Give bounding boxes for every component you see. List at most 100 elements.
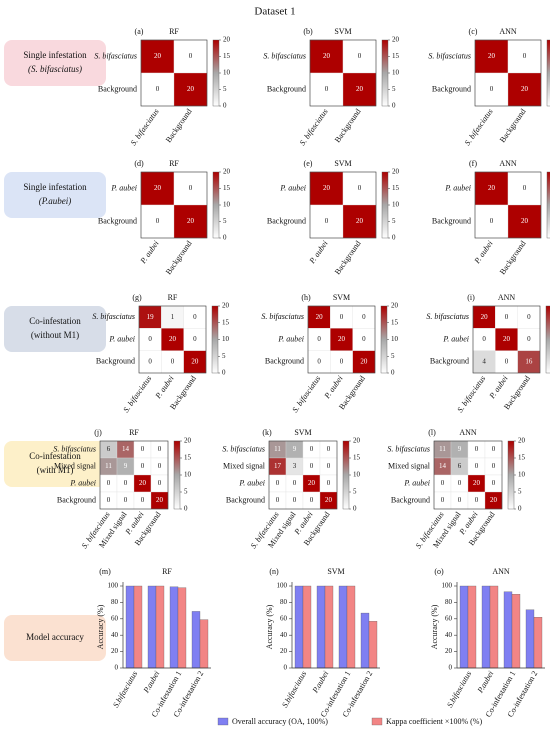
x-tick-label: P. aubei xyxy=(138,239,161,266)
cell-label: 20 xyxy=(488,52,496,60)
colorbar-tick-label: 10 xyxy=(184,471,192,479)
row-label: Model accuracy xyxy=(26,632,84,642)
y-tick-label: Background xyxy=(226,495,265,504)
colorbar-tick-label: 10 xyxy=(223,69,231,77)
x-tick-label: S. bifasciatus xyxy=(463,107,495,147)
cell xyxy=(507,171,542,206)
cell-label: 20 xyxy=(154,52,162,60)
colorbar-tick-label: 10 xyxy=(391,335,399,343)
chart-title: ANN xyxy=(499,159,517,168)
cell-label: 0 xyxy=(482,335,486,343)
x-tick-label: Background xyxy=(333,107,363,144)
matrix-frame xyxy=(140,171,208,239)
colorbar-tick-label: 15 xyxy=(223,184,231,192)
x-tick-label: P. aubei xyxy=(153,374,176,401)
colorbar-tick-label: 0 xyxy=(392,102,396,110)
cell-label: 0 xyxy=(358,184,362,192)
colorbar xyxy=(342,440,350,510)
cell-label: 0 xyxy=(189,52,193,60)
y-tick-label: Background xyxy=(267,216,306,225)
cell-label: 20 xyxy=(521,217,529,225)
cell-label: 0 xyxy=(141,496,145,504)
chart-title: ANN xyxy=(498,293,516,302)
cell-label: 0 xyxy=(107,479,111,487)
y-tick-label: 40 xyxy=(280,631,288,639)
colorbar-tick-label: 15 xyxy=(392,52,400,60)
cell-label: 11 xyxy=(105,462,112,470)
matrix-frame xyxy=(472,305,541,374)
row-label-box xyxy=(4,172,106,218)
chart-title: SVM xyxy=(333,293,350,302)
chart-title: RF xyxy=(168,293,178,302)
y-tick-label: 40 xyxy=(445,631,453,639)
bar xyxy=(302,585,312,669)
cell-label: 19 xyxy=(147,313,155,321)
cell-label: 0 xyxy=(124,496,128,504)
colorbar xyxy=(546,39,550,107)
colorbar-tick-label: 10 xyxy=(392,69,400,77)
y-tick-label: Mixed signal xyxy=(54,461,97,470)
y-tick-label: 0 xyxy=(284,664,288,672)
cell-label: 20 xyxy=(169,335,177,343)
cell-label: 0 xyxy=(340,313,344,321)
y-tick-label: S. bifasciatus xyxy=(222,444,265,453)
cell-label: 20 xyxy=(325,496,333,504)
x-tick-label: S.bifasciatus xyxy=(111,669,139,709)
cell-label: 0 xyxy=(340,357,344,365)
cell xyxy=(474,39,509,74)
chart-title: RF xyxy=(162,567,172,576)
colorbar-tick-label: 0 xyxy=(353,505,357,513)
cell-label: 0 xyxy=(189,184,193,192)
y-tick-label: 100 xyxy=(277,582,288,590)
cell-label: 20 xyxy=(490,496,498,504)
cell xyxy=(309,72,344,107)
bar xyxy=(169,586,179,669)
colorbar-tick-label: 20 xyxy=(392,168,400,176)
cell-label: 20 xyxy=(191,357,199,365)
x-tick-label: P.aubei xyxy=(141,669,161,695)
y-tick-label: Background xyxy=(432,216,471,225)
cell-label: 0 xyxy=(310,462,314,470)
y-tick-label: P. aubei xyxy=(403,478,430,487)
y-tick-label: 20 xyxy=(280,647,288,655)
y-tick-label: 80 xyxy=(280,598,288,606)
bar xyxy=(368,621,378,669)
matrix-frame xyxy=(309,39,377,107)
y-tick-label: P. aubei xyxy=(108,334,135,343)
cell-label: 20 xyxy=(356,85,364,93)
bar xyxy=(177,587,187,669)
colorbar-tick-label: 15 xyxy=(391,318,399,326)
panel-label: (k) xyxy=(262,428,272,437)
y-tick-label: S. bifasciatus xyxy=(261,312,304,321)
chart-title: ANN xyxy=(492,567,510,576)
chart-title: RF xyxy=(169,27,179,36)
colorbar-tick-label: 5 xyxy=(392,85,396,93)
cell-label: 0 xyxy=(141,445,145,453)
y-tick-label: 20 xyxy=(111,647,119,655)
cell xyxy=(173,72,208,107)
panel-label: (d) xyxy=(134,159,144,168)
row-label: Single infestation xyxy=(23,50,87,60)
bar xyxy=(338,585,348,669)
cell-label: 0 xyxy=(505,313,509,321)
x-tick-label: S. bifasciatus xyxy=(290,374,322,414)
cell-label: 0 xyxy=(490,217,494,225)
colorbar xyxy=(381,39,389,107)
row-label: (without M1) xyxy=(31,330,79,340)
chart-title: ANN xyxy=(499,27,517,36)
cell-label: 0 xyxy=(327,479,331,487)
cell-label: 0 xyxy=(158,462,162,470)
panel-label: (g) xyxy=(132,293,142,302)
cell xyxy=(507,39,542,74)
x-tick-label: Background xyxy=(498,107,528,144)
y-tick-label: S. bifasciatus xyxy=(92,312,135,321)
legend-swatch xyxy=(217,717,229,726)
cell-label: 20 xyxy=(156,496,164,504)
cell xyxy=(342,204,377,239)
cell-label: 20 xyxy=(473,479,481,487)
cell-label: 0 xyxy=(156,217,160,225)
cell-label: 0 xyxy=(171,357,175,365)
x-tick-label: S.bifasciatus xyxy=(280,669,308,709)
panel-label: (n) xyxy=(269,567,279,576)
cell-label: 16 xyxy=(525,357,533,365)
